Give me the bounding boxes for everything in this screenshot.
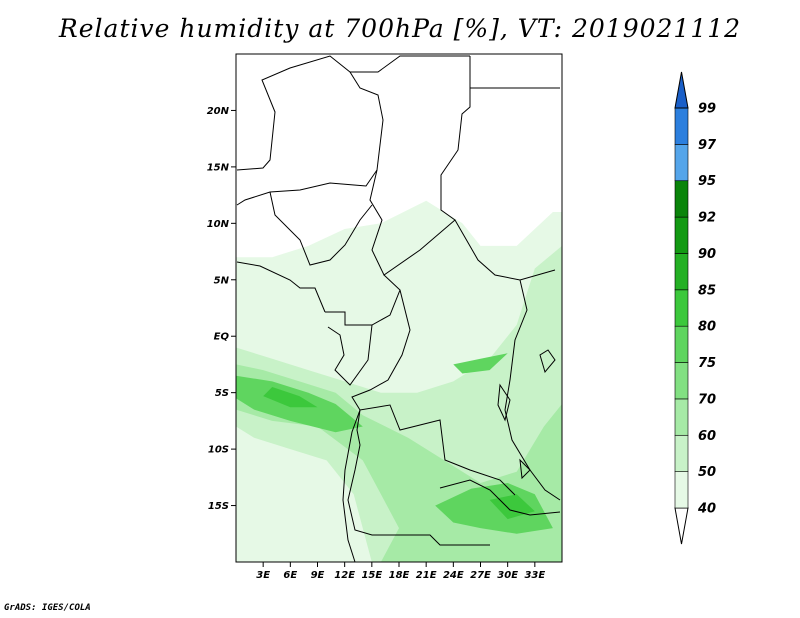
border-nigeria-cameroon (269, 191, 373, 266)
colorbar-segment-70-75 (674, 362, 689, 400)
colorbar: 40 50 60 70 75 80 85 90 92 95 97 99 (674, 71, 717, 545)
border-sudan (440, 56, 471, 221)
colorbar-segment-60-70 (674, 398, 689, 436)
colorbar-level-label: 75 (698, 356, 716, 371)
lon-tick-label: 18E (389, 570, 410, 581)
colorbar-level-label: 40 (697, 502, 716, 517)
colorbar-level-label: 60 (698, 429, 716, 444)
colorbar-level-label: 80 (698, 320, 716, 335)
lon-tick-label: 33E (524, 570, 545, 581)
colorbar-level-label: 92 (698, 211, 716, 226)
lat-tick-label: 5S (215, 388, 229, 399)
longitude-axis: 3E 6E 9E 12E 15E 18E 21E 24E 27E 30E 33E (256, 562, 545, 581)
lon-tick-label: 27E (470, 570, 491, 581)
colorbar-level-label: 85 (698, 283, 716, 298)
colorbar-segment-85-90 (674, 253, 689, 291)
humidity-area-80-4 (435, 483, 553, 534)
humidity-area-80-5 (453, 353, 508, 374)
border-drc (351, 289, 516, 496)
colorbar-lower-arrow (674, 507, 689, 545)
border-lakes (497, 349, 556, 480)
border-coast-south (342, 409, 361, 563)
lon-tick-label: 3E (256, 570, 270, 581)
lat-tick-label: 10N (207, 219, 230, 230)
border-coast-west (236, 261, 326, 313)
country-borders (236, 55, 561, 563)
colorbar-segment-40-50 (674, 471, 689, 509)
humidity-area-85-6 (263, 387, 318, 408)
border-zambia (439, 479, 561, 516)
grads-credit: GrADS: IGES/COLA (4, 603, 91, 613)
colorbar-segment-92-95 (674, 180, 689, 218)
lon-tick-label: 15E (361, 570, 382, 581)
colorbar-segment-50-60 (674, 434, 689, 472)
border-gabon-congo (327, 324, 373, 386)
colorbar-level-label: 90 (698, 247, 716, 262)
lon-tick-label: 12E (334, 570, 355, 581)
latitude-axis: 20N 15N 10N 5N EQ 5S 10S 15S (207, 106, 236, 512)
humidity-area-60-1 (236, 245, 562, 562)
border-chad-niger (236, 71, 384, 206)
lat-tick-label: 10S (208, 445, 229, 456)
colorbar-segment-90-92 (674, 216, 689, 254)
colorbar-level-label: 50 (698, 465, 716, 480)
lon-tick-label: 6E (283, 570, 297, 581)
lat-tick-label: 20N (207, 106, 230, 117)
colorbar-upper-arrow (674, 71, 689, 109)
lon-tick-label: 9E (311, 570, 325, 581)
colorbar-segment-97-99 (674, 107, 689, 145)
lon-tick-label: 24E (443, 570, 464, 581)
colorbar-segment-80-85 (674, 289, 689, 327)
colorbar-level-label: 97 (698, 138, 717, 153)
border-chad-south (369, 169, 556, 281)
colorbar-level-label: 70 (698, 392, 716, 407)
lat-tick-label: 15S (208, 501, 229, 512)
lat-tick-label: EQ (214, 332, 230, 343)
colorbar-level-label: 99 (698, 102, 716, 117)
chart-title: Relative humidity at 700hPa [%], VT: 201… (58, 14, 742, 43)
lon-tick-label: 21E (416, 570, 437, 581)
lat-tick-label: 5N (214, 275, 230, 286)
colorbar-segment-75-80 (674, 325, 689, 363)
colorbar-segment-95-97 (674, 144, 689, 182)
humidity-field-layer (236, 200, 562, 563)
border-angola (347, 409, 490, 546)
colorbar-level-label: 95 (698, 174, 716, 189)
lat-tick-label: 15N (207, 162, 230, 173)
lon-tick-label: 30E (497, 570, 518, 581)
border-sahel (236, 55, 470, 171)
border-east (504, 279, 561, 501)
